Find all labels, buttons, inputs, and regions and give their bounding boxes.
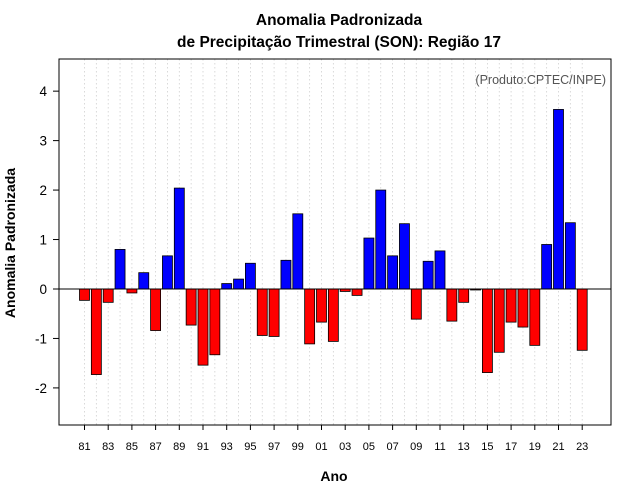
credit-label: (Produto:CPTEC/INPE)	[475, 73, 606, 87]
bar-85	[126, 288, 138, 294]
x-tick-label-19: 19	[529, 441, 541, 453]
bar-15	[481, 288, 493, 373]
x-tick-label-89: 89	[173, 441, 185, 453]
bar-04	[351, 288, 363, 296]
x-tick-label-17: 17	[505, 441, 517, 453]
grid-lines	[84, 59, 583, 425]
x-tick-label-11: 11	[434, 441, 445, 453]
bar-02	[327, 288, 339, 342]
bar-00	[304, 288, 316, 345]
bar-99	[292, 213, 304, 290]
bar-13	[458, 288, 470, 303]
bar-95	[244, 262, 256, 290]
plot-frame	[58, 58, 612, 426]
bar-07	[387, 255, 399, 290]
y-tick-label--2: -2	[35, 381, 47, 396]
chart-title: Anomalia Padronizada	[256, 12, 423, 29]
x-axis-label: Ano	[320, 468, 347, 484]
bar-12	[446, 288, 458, 322]
bar-16	[493, 288, 505, 353]
bar-19	[529, 288, 541, 346]
bar-22	[564, 222, 576, 290]
y-axis-label: Anomalia Padronizada	[2, 168, 18, 318]
x-tick-label-93: 93	[221, 441, 233, 453]
bar-83	[102, 288, 114, 303]
x-tick-label-07: 07	[386, 441, 398, 453]
bar-18	[517, 288, 529, 328]
y-tick-label-0: 0	[39, 282, 47, 297]
x-tick-label-21: 21	[552, 441, 564, 453]
x-tick-label-81: 81	[78, 441, 90, 453]
bar-97	[268, 288, 280, 337]
bar-88	[162, 255, 173, 290]
bar-21	[553, 109, 564, 290]
x-tick-label-05: 05	[363, 441, 375, 453]
x-tick-label-23: 23	[576, 441, 588, 453]
x-tick-label-85: 85	[126, 441, 138, 453]
bar-09	[410, 288, 422, 320]
bar-92	[209, 288, 221, 356]
x-axis: 81 83 85 87 89 91 93 95 97 99 01 03 05 07 09 11 13 15 17 19…	[78, 425, 588, 453]
bar-06	[375, 189, 387, 290]
y-axis: -2 -1 0 1 2 3 4	[35, 84, 59, 396]
x-tick-label-87: 87	[149, 441, 161, 453]
bar-94	[233, 278, 244, 290]
x-tick-label-91: 91	[197, 441, 209, 453]
bar-91	[197, 288, 209, 366]
bar-93	[221, 283, 233, 290]
x-tick-label-13: 13	[458, 441, 470, 453]
y-tick-label--1: -1	[35, 331, 47, 346]
x-tick-label-03: 03	[339, 441, 351, 453]
bar-89	[173, 187, 185, 290]
bar-10	[422, 260, 434, 290]
bar-84	[114, 249, 126, 290]
bar-01	[316, 288, 327, 323]
bar-87	[150, 288, 162, 331]
bar-82	[90, 288, 102, 375]
x-tick-label-97: 97	[268, 441, 280, 453]
x-tick-label-09: 09	[410, 441, 422, 453]
y-tick-label-2: 2	[39, 183, 47, 198]
chart-subtitle: de Precipitação Trimestral (SON): Região…	[177, 34, 501, 51]
x-tick-label-99: 99	[292, 441, 304, 453]
x-tick-label-95: 95	[244, 441, 256, 453]
bar-81	[79, 288, 90, 301]
x-tick-label-83: 83	[102, 441, 114, 453]
bar-23	[576, 288, 588, 351]
bar-11	[434, 250, 446, 290]
y-tick-label-4: 4	[39, 84, 47, 99]
y-tick-label-1: 1	[39, 233, 47, 248]
bar-08	[399, 223, 410, 290]
bars	[79, 109, 588, 375]
x-tick-label-01: 01	[315, 441, 327, 453]
bar-86	[138, 272, 150, 290]
bar-98	[280, 259, 292, 290]
bar-90	[185, 288, 197, 326]
bar-20	[541, 244, 553, 290]
y-tick-label-3: 3	[39, 134, 47, 149]
bar-96	[256, 288, 268, 336]
bar-05	[363, 237, 375, 290]
x-tick-label-15: 15	[481, 441, 493, 453]
bar-17	[505, 288, 517, 323]
